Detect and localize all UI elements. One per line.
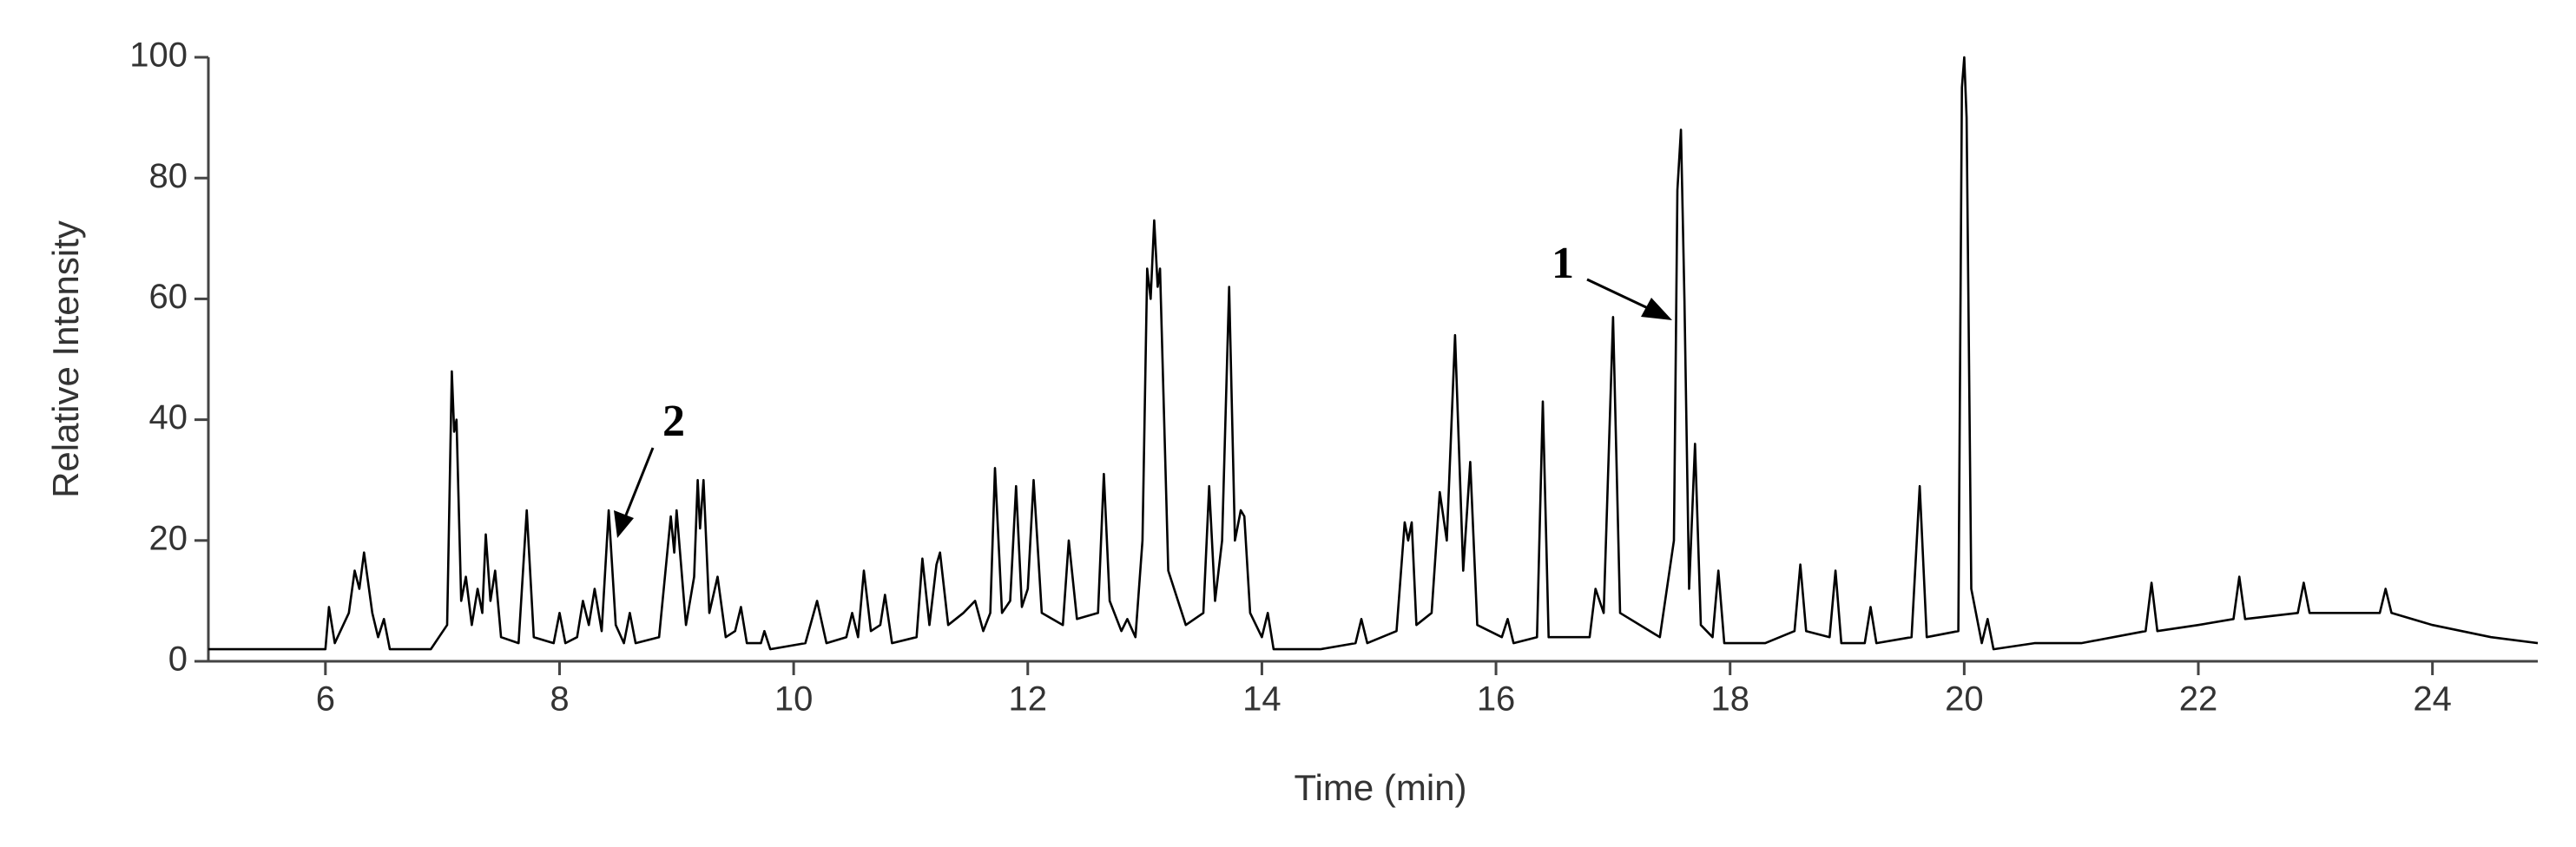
x-tick-label: 10 [774, 680, 814, 719]
y-axis-title: Relative Intensity [45, 220, 86, 498]
annotation-arrow [623, 447, 655, 518]
annotation-arrowhead [614, 510, 634, 538]
x-tick-label: 18 [1710, 680, 1749, 719]
y-tick-label: 0 [168, 640, 188, 679]
x-tick-label: 12 [1009, 680, 1048, 719]
x-tick-label: 8 [550, 680, 569, 719]
y-tick-label: 20 [149, 519, 188, 557]
y-tick-label: 40 [149, 398, 188, 437]
x-tick-label: 6 [316, 680, 335, 719]
x-tick-label: 24 [2413, 680, 2452, 719]
x-tick-label: 14 [1242, 680, 1281, 719]
x-tick-label: 16 [1477, 680, 1516, 719]
data-line [208, 56, 2539, 651]
x-tick-label: 22 [2179, 680, 2218, 719]
annotation-arrowhead [1641, 298, 1672, 320]
x-axis-title: Time (min) [1294, 767, 1466, 808]
y-tick-label: 60 [149, 278, 188, 316]
y-tick-label: 100 [129, 36, 188, 75]
annotation-arrow [1586, 278, 1650, 311]
x-tick-label: 20 [1945, 680, 1984, 719]
annotation-label: 2 [662, 397, 685, 446]
annotation-label: 1 [1552, 239, 1574, 288]
y-tick-label: 80 [149, 157, 188, 195]
